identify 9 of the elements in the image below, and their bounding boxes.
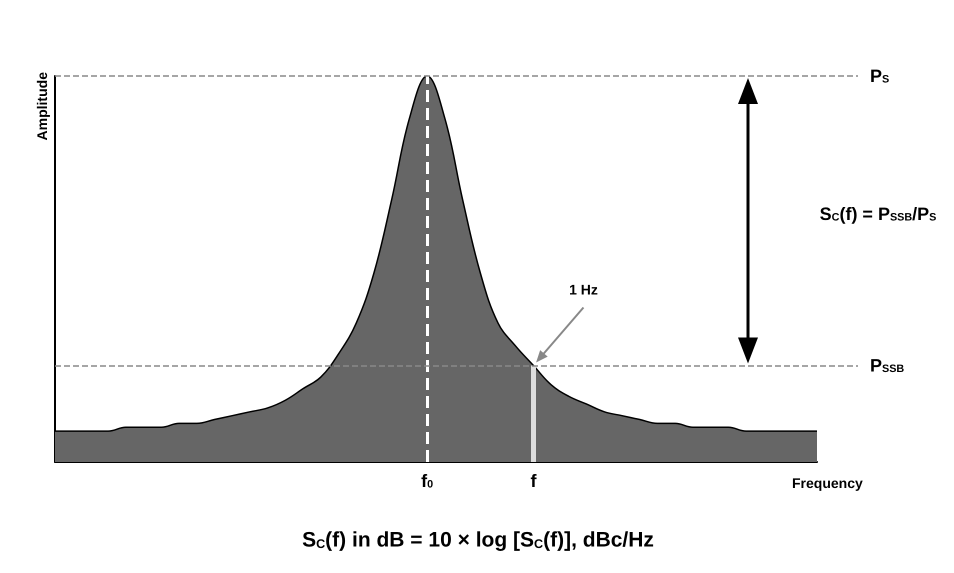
- x-tick-label: f0: [421, 471, 434, 491]
- y-axis-title: Amplitude: [34, 72, 50, 140]
- text: SC(f) in dB = 10 × log [SC(f)], dBc/Hz: [302, 528, 654, 552]
- x-axis-title: Frequency: [792, 475, 864, 491]
- x-tick-label: f: [530, 471, 538, 491]
- ref-line-label: PSSB: [870, 356, 904, 376]
- text: SC(f) = PSSB/PS: [820, 204, 936, 224]
- annotation: 1 Hz: [569, 282, 598, 298]
- ref-line-label: PS: [870, 66, 890, 86]
